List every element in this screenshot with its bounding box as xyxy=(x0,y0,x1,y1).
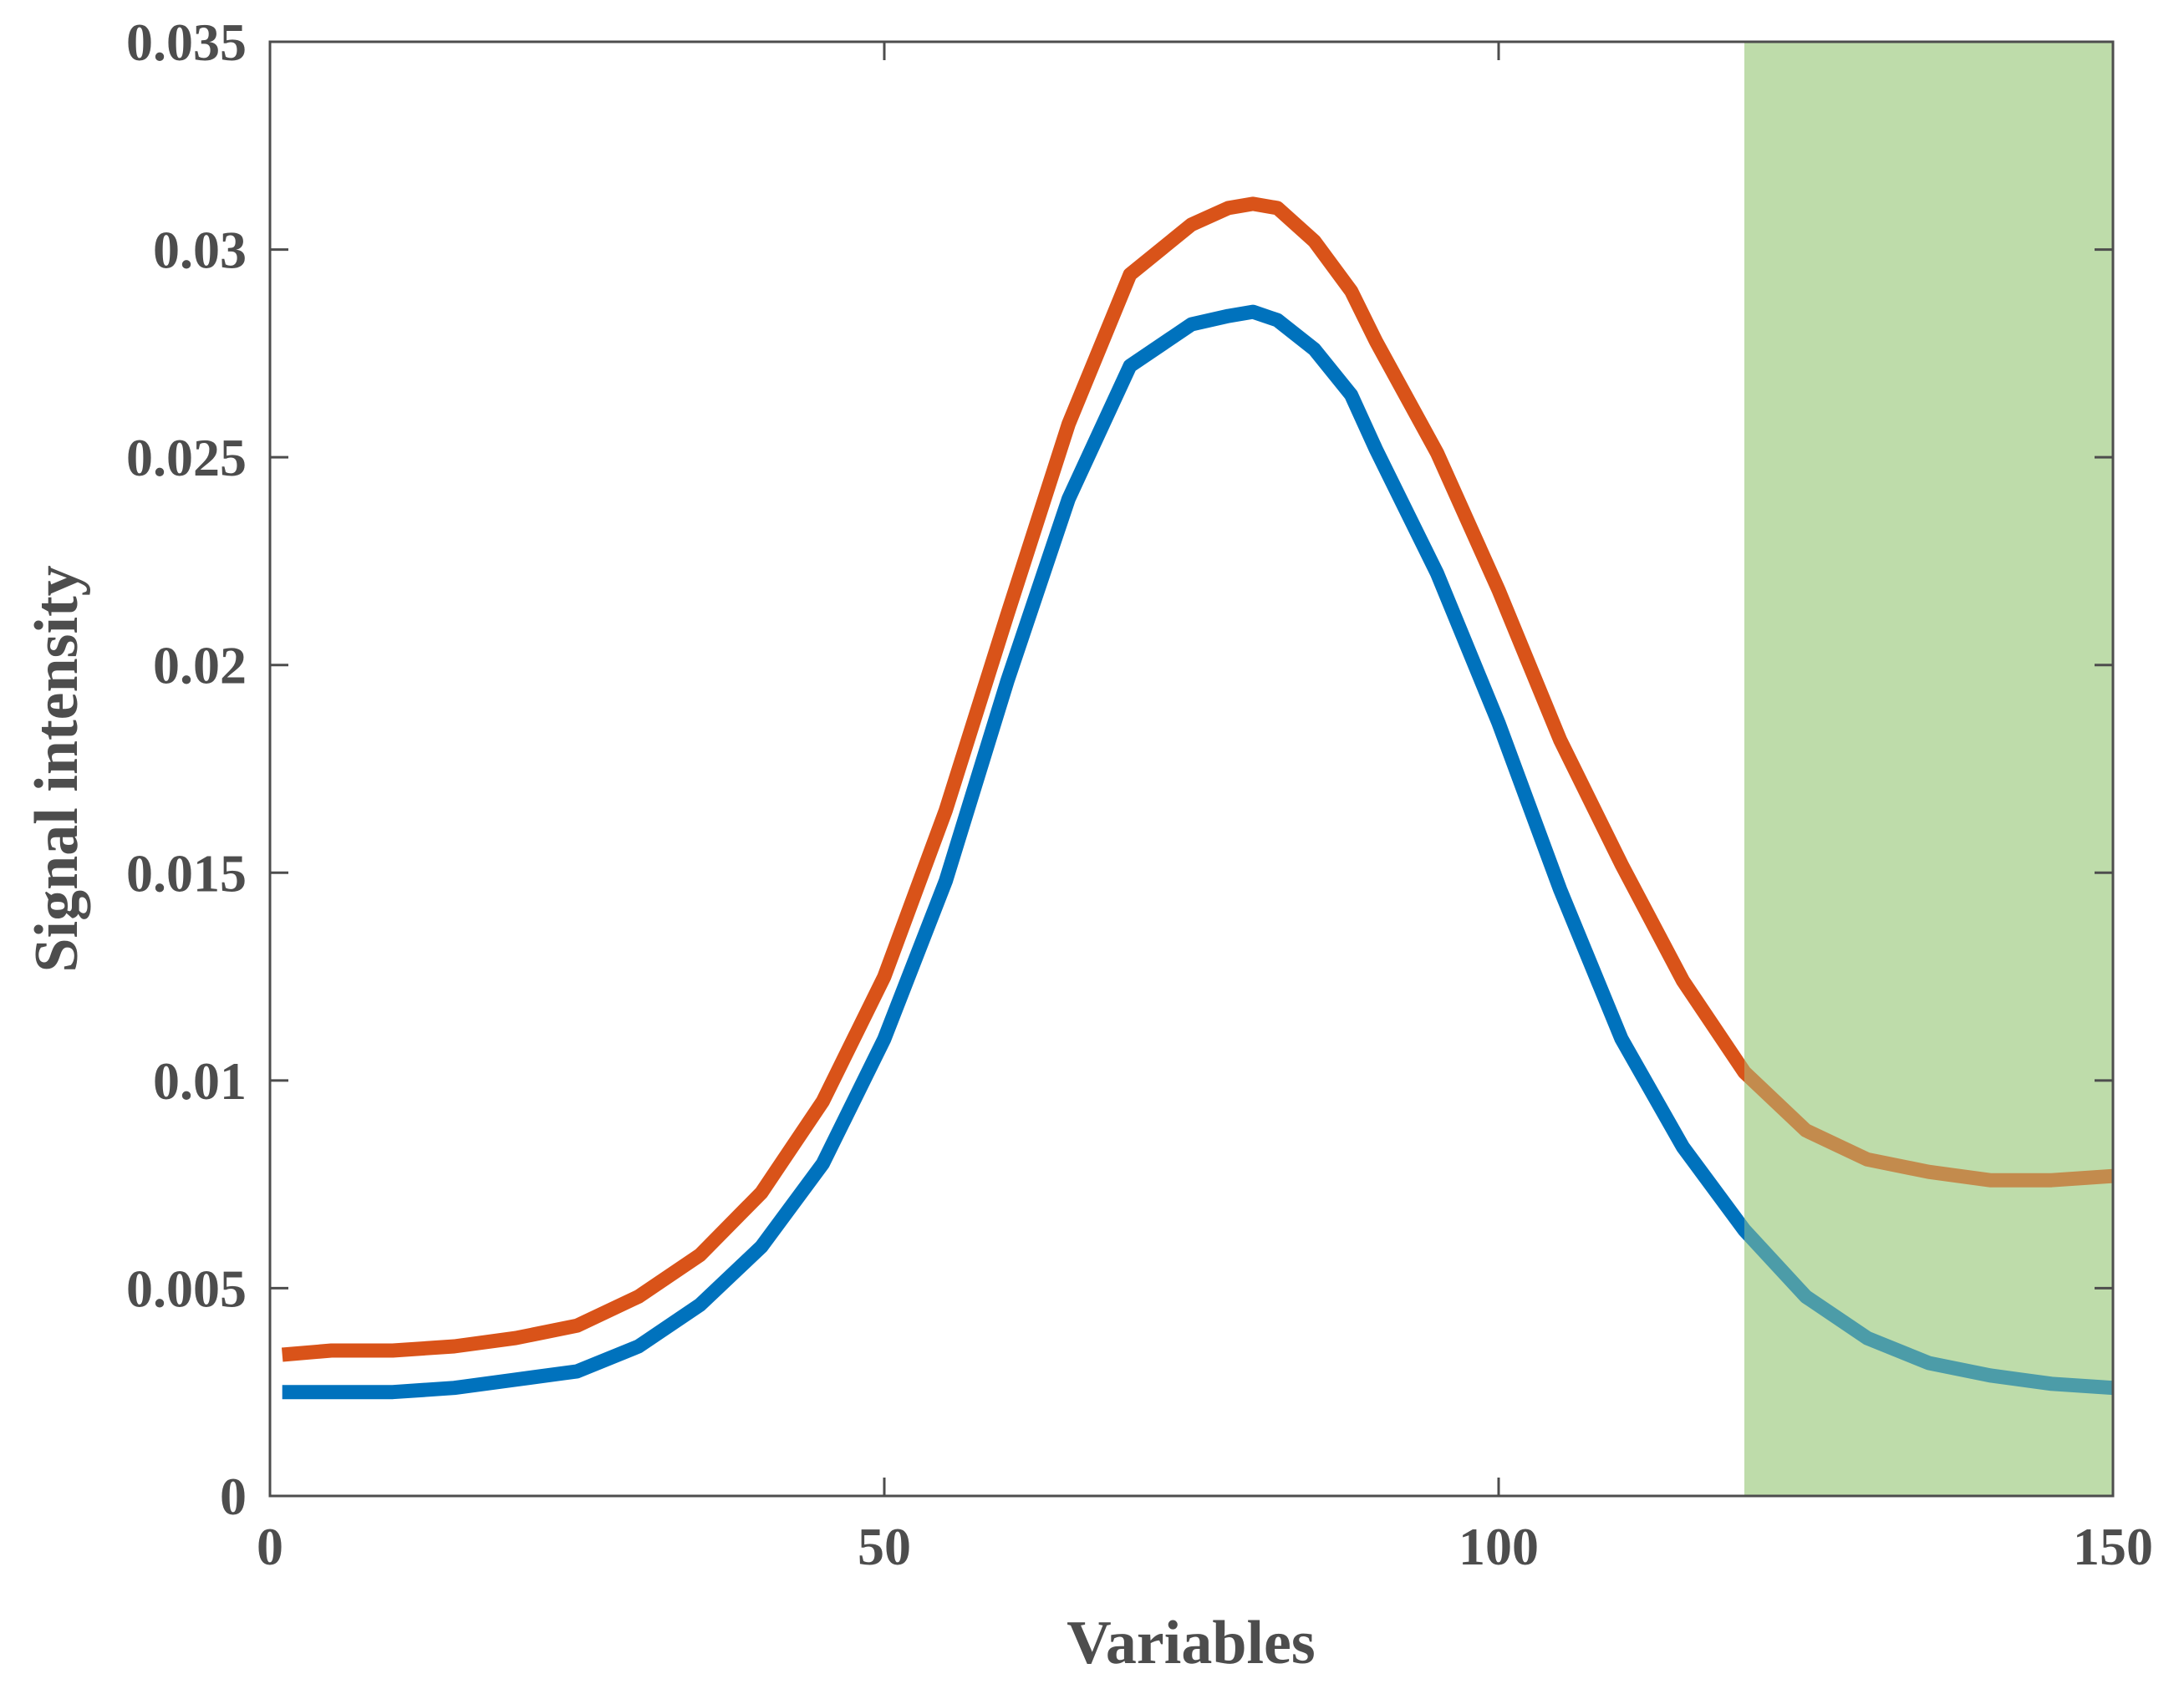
series-layer xyxy=(281,42,2114,1496)
plot-frame xyxy=(268,40,2115,1498)
y-tick-label: 0.01 xyxy=(153,1051,247,1111)
y-tick-label: 0.015 xyxy=(126,843,247,903)
y-tick-label: 0.03 xyxy=(153,221,247,280)
y-axis-label: Signal intensity xyxy=(23,565,91,972)
x-tick-label: 100 xyxy=(1459,1517,1539,1576)
x-tick-label: 50 xyxy=(858,1517,911,1576)
highlight-region xyxy=(1744,42,2113,1496)
y-tick-label: 0.02 xyxy=(153,636,247,695)
highlight-region-layer xyxy=(1744,42,2113,1496)
x-tick-label: 0 xyxy=(257,1517,283,1576)
series-line-2 xyxy=(282,304,2114,1400)
y-tick-label: 0.025 xyxy=(126,428,247,487)
x-axis-label: Variables xyxy=(1067,1609,1315,1677)
y-tick-label: 0.005 xyxy=(126,1259,247,1318)
y-tick-label: 0 xyxy=(220,1467,247,1526)
x-tick-label: 150 xyxy=(2073,1517,2153,1576)
y-tick-label: 0.035 xyxy=(126,13,247,72)
highlight-region-overlay xyxy=(1744,42,2113,1496)
axes-layer xyxy=(268,40,2115,1498)
series-line-1 xyxy=(281,196,2114,1362)
ticks-layer: 0 50 100 150 0 0.005 0.01 0.015 0.02 0.025 0.03 0.0… xyxy=(126,13,2153,1576)
